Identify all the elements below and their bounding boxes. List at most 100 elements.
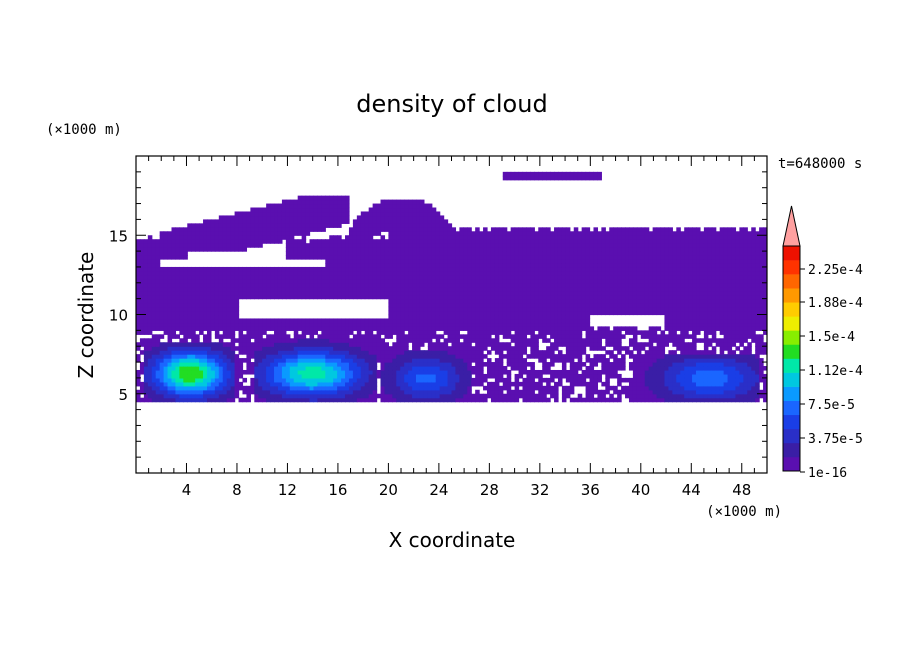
- density-cell: [325, 369, 330, 375]
- density-cell: [593, 362, 599, 367]
- density-cell: [356, 251, 362, 256]
- density-cell: [561, 262, 567, 268]
- density-cell: [427, 227, 433, 232]
- density-cell: [345, 338, 350, 343]
- density-cell: [467, 350, 472, 355]
- density-cell: [514, 310, 520, 316]
- density-cell: [285, 203, 291, 209]
- density-cell: [163, 326, 169, 331]
- density-cell: [313, 223, 319, 228]
- density-cell: [321, 270, 326, 276]
- density-cell: [250, 366, 255, 371]
- density-cell: [333, 255, 338, 260]
- density-cell: [218, 369, 224, 375]
- density-cell: [179, 306, 184, 312]
- density-cell: [222, 294, 228, 300]
- density-cell: [455, 278, 460, 284]
- density-cell: [151, 290, 157, 296]
- density-cell: [242, 266, 248, 272]
- density-cell: [392, 247, 397, 252]
- density-cell: [522, 262, 528, 268]
- density-cell: [530, 227, 535, 232]
- density-cell: [210, 369, 216, 375]
- density-cell: [451, 278, 457, 284]
- density-cell: [514, 266, 520, 272]
- density-cell: [313, 203, 319, 209]
- density-cell: [554, 227, 559, 232]
- density-cell: [585, 278, 591, 284]
- density-cell: [210, 219, 216, 224]
- density-cell: [199, 306, 204, 312]
- density-cell: [139, 286, 145, 292]
- density-cell: [147, 302, 153, 308]
- density-cell: [435, 350, 441, 355]
- density-cell: [297, 215, 303, 220]
- density-cell: [372, 211, 378, 217]
- density-cell: [191, 385, 196, 391]
- density-cell: [550, 306, 555, 312]
- density-cell: [384, 322, 389, 327]
- density-cell: [565, 239, 571, 244]
- density-cell: [518, 310, 524, 316]
- density-cell: [498, 346, 504, 351]
- density-cell: [585, 366, 591, 371]
- density-cell: [514, 318, 520, 324]
- density-cell: [376, 338, 382, 343]
- density-cell: [258, 290, 263, 296]
- density-cell: [301, 334, 307, 339]
- density-cell: [392, 266, 397, 272]
- density-cell: [557, 266, 563, 272]
- density-cell: [577, 239, 583, 244]
- density-cell: [522, 385, 528, 391]
- density-cell: [195, 354, 200, 359]
- density-cell: [171, 255, 177, 260]
- density-cell: [254, 326, 259, 331]
- density-cell: [254, 334, 259, 339]
- density-cell: [222, 219, 228, 224]
- density-cell: [246, 346, 251, 351]
- density-cell: [561, 334, 567, 339]
- density-cell: [167, 298, 173, 304]
- density-cell: [471, 369, 476, 375]
- density-cell: [309, 350, 315, 355]
- density-cell: [325, 239, 330, 244]
- density-cell: [250, 354, 255, 359]
- density-cell: [352, 381, 358, 387]
- density-cell: [297, 350, 303, 355]
- density-cell: [380, 270, 386, 276]
- density-cell: [565, 330, 571, 335]
- density-cell: [372, 377, 378, 383]
- density-cell: [439, 322, 445, 327]
- density-cell: [341, 286, 346, 292]
- density-cell: [400, 389, 405, 395]
- density-cell: [199, 354, 204, 359]
- density-cell: [542, 251, 547, 256]
- density-cell: [569, 389, 575, 395]
- density-cell: [380, 255, 386, 260]
- density-cell: [136, 266, 141, 272]
- density-cell: [550, 294, 555, 300]
- density-cell: [498, 389, 504, 395]
- density-cell: [554, 259, 559, 264]
- density-cell: [494, 227, 500, 232]
- density-cell: [147, 251, 153, 256]
- density-cell: [210, 350, 216, 355]
- density-cell: [230, 223, 236, 228]
- density-cell: [447, 259, 453, 264]
- density-cell: [490, 393, 496, 399]
- density-cell: [471, 255, 476, 260]
- density-cell: [155, 377, 161, 383]
- density-cell: [360, 211, 366, 217]
- density-cell: [147, 255, 153, 260]
- density-cell: [301, 358, 307, 363]
- density-cell: [309, 203, 315, 209]
- density-cell: [380, 362, 386, 367]
- density-cell: [238, 278, 244, 284]
- density-cell: [183, 397, 188, 403]
- density-cell: [206, 338, 212, 343]
- density-cell: [360, 251, 366, 256]
- density-cell: [163, 290, 169, 296]
- density-cell: [293, 350, 299, 355]
- density-cell: [159, 377, 165, 383]
- density-cell: [242, 286, 248, 292]
